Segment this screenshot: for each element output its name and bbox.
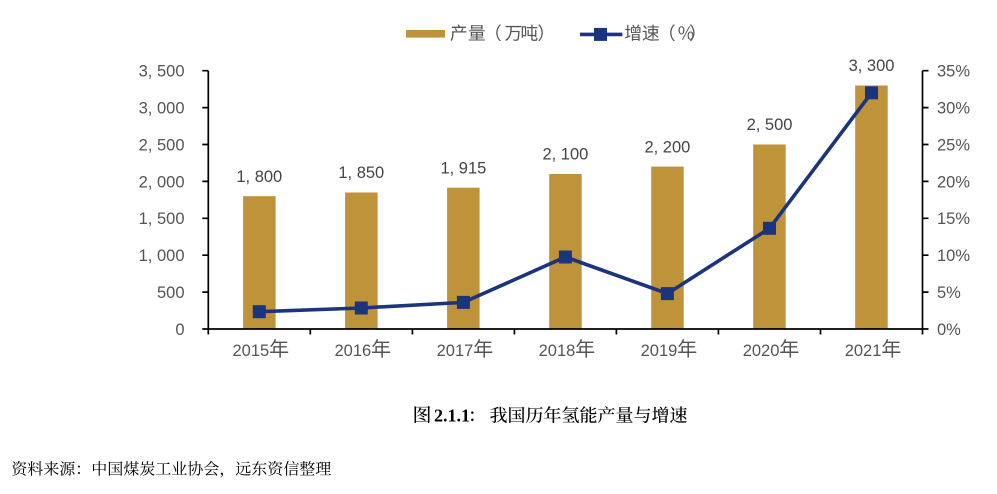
svg-text:1, 800: 1, 800	[236, 168, 282, 186]
svg-text:2, 100: 2, 100	[542, 146, 588, 164]
svg-text:10%: 10%	[937, 247, 970, 265]
svg-text:1, 850: 1, 850	[338, 164, 384, 182]
svg-text:2, 200: 2, 200	[644, 138, 690, 156]
svg-text:30%: 30%	[937, 100, 970, 118]
svg-text:2018: 2018	[539, 342, 576, 360]
svg-text:25%: 25%	[937, 136, 970, 154]
svg-text:35%: 35%	[937, 63, 970, 81]
svg-text:3, 000: 3, 000	[139, 100, 185, 118]
svg-text:1, 000: 1, 000	[139, 247, 185, 265]
svg-text:2015: 2015	[233, 342, 270, 360]
svg-text:2017: 2017	[437, 342, 474, 360]
svg-text:2, 500: 2, 500	[747, 116, 793, 134]
svg-text:2019: 2019	[641, 342, 678, 360]
svg-text:1, 500: 1, 500	[139, 210, 185, 228]
svg-text:2, 500: 2, 500	[139, 136, 185, 154]
svg-text:2021: 2021	[845, 342, 882, 360]
svg-text:3, 500: 3, 500	[139, 63, 185, 81]
svg-text:2, 000: 2, 000	[139, 173, 185, 191]
svg-text:3, 300: 3, 300	[849, 57, 895, 75]
svg-text:15%: 15%	[937, 210, 970, 228]
svg-text:2020: 2020	[743, 342, 780, 360]
svg-text:0%: 0%	[937, 321, 961, 339]
svg-text:2016: 2016	[335, 342, 372, 360]
svg-text:1, 915: 1, 915	[440, 159, 486, 177]
svg-text:500: 500	[157, 284, 185, 302]
svg-text:20%: 20%	[937, 173, 970, 191]
svg-text:2.1.1: 2.1.1	[434, 406, 470, 426]
svg-text:5%: 5%	[937, 284, 961, 302]
svg-text:0: 0	[175, 321, 184, 339]
